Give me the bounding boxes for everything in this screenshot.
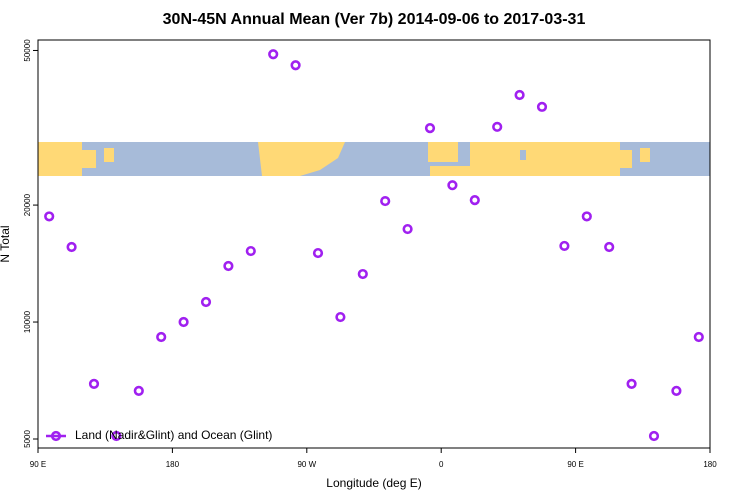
map-strip: [38, 142, 710, 176]
x-axis-label: Longitude (deg E): [326, 476, 421, 490]
x-tick-label: 90 E: [567, 460, 583, 469]
point: [156, 331, 167, 343]
point: [133, 385, 144, 396]
point: [357, 268, 368, 280]
point: [581, 211, 592, 222]
y-tick-label: 5000: [23, 430, 32, 448]
point: [536, 101, 548, 112]
point: [223, 260, 234, 272]
point: [626, 378, 637, 390]
point: [200, 296, 212, 308]
point: [514, 89, 525, 101]
y-tick-label: 20000: [23, 193, 32, 216]
x-tick-label: 180: [166, 460, 180, 469]
point: [559, 240, 570, 252]
plot-frame: [37, 39, 711, 449]
point: [178, 316, 189, 328]
point: [447, 180, 458, 191]
point: [312, 247, 324, 259]
point: [604, 241, 615, 253]
x-tick-label: 90 E: [30, 460, 46, 469]
point: [648, 430, 660, 442]
point: [469, 194, 480, 206]
point: [245, 245, 256, 257]
point: [492, 121, 503, 132]
point: [671, 385, 682, 396]
point: [111, 430, 122, 442]
x-tick-label: 90 W: [297, 460, 316, 469]
legend-marker: [50, 430, 62, 442]
point: [268, 49, 279, 60]
y-tick-label: 50000: [23, 39, 32, 62]
point: [290, 60, 301, 71]
point: [693, 331, 704, 343]
point: [335, 311, 346, 323]
y-tick-label: 10000: [23, 310, 32, 333]
x-tick-label: 180: [703, 460, 717, 469]
point: [424, 123, 436, 134]
point: [402, 223, 413, 235]
point: [380, 195, 391, 207]
point: [44, 211, 55, 222]
point: [88, 378, 100, 390]
point: [66, 241, 77, 253]
y-axis-label: N Total: [0, 225, 12, 262]
chart-title: 30N-45N Annual Mean (Ver 7b) 2014-09-06 …: [163, 11, 586, 28]
legend-label: Land (Nadir&Glint) and Ocean (Glint): [75, 428, 272, 442]
x-tick-label: 0: [439, 460, 444, 469]
